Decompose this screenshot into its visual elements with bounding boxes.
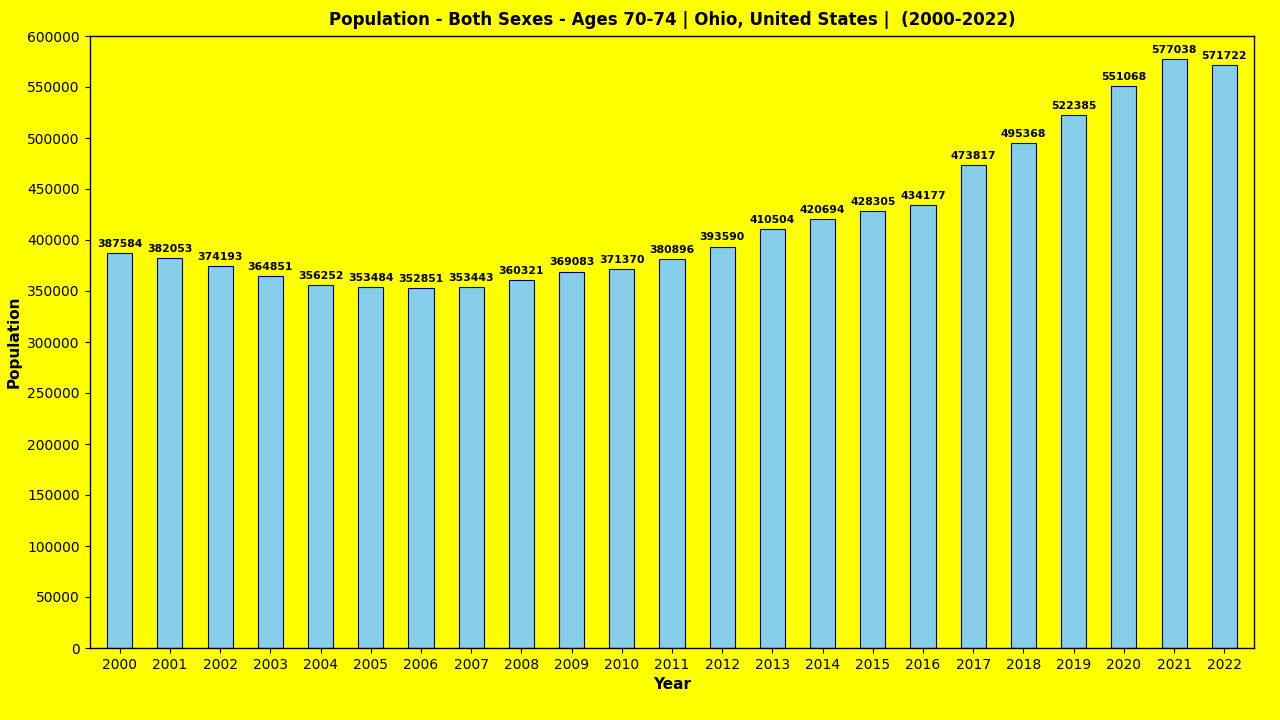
Bar <box>659 259 685 648</box>
Text: 356252: 356252 <box>298 271 343 281</box>
Bar <box>1011 143 1036 648</box>
Bar <box>408 288 434 648</box>
Bar <box>257 276 283 648</box>
Text: 393590: 393590 <box>700 233 745 243</box>
Text: 473817: 473817 <box>951 150 996 161</box>
Text: 382053: 382053 <box>147 244 192 254</box>
Bar <box>860 211 886 648</box>
Bar <box>458 287 484 648</box>
Text: 551068: 551068 <box>1101 72 1147 82</box>
Text: 387584: 387584 <box>97 238 142 248</box>
Text: 352851: 352851 <box>398 274 444 284</box>
Bar <box>961 165 986 648</box>
Bar <box>1111 86 1137 648</box>
Bar <box>559 271 584 648</box>
Bar <box>910 205 936 648</box>
Bar <box>709 246 735 648</box>
Text: 420694: 420694 <box>800 204 845 215</box>
Text: 353443: 353443 <box>448 274 494 284</box>
Title: Population - Both Sexes - Ages 70-74 | Ohio, United States |  (2000-2022): Population - Both Sexes - Ages 70-74 | O… <box>329 11 1015 29</box>
Text: 495368: 495368 <box>1001 129 1046 139</box>
Text: 374193: 374193 <box>197 252 243 262</box>
Text: 577038: 577038 <box>1152 45 1197 55</box>
Bar <box>308 284 333 648</box>
Text: 369083: 369083 <box>549 258 594 267</box>
Text: 434177: 434177 <box>900 191 946 201</box>
Bar <box>207 266 233 648</box>
Bar <box>157 258 183 648</box>
Bar <box>1161 60 1187 648</box>
Bar <box>509 281 534 648</box>
Text: 380896: 380896 <box>649 246 695 256</box>
Bar <box>108 253 132 648</box>
Bar <box>760 229 785 648</box>
Y-axis label: Population: Population <box>6 296 22 388</box>
Text: 410504: 410504 <box>750 215 795 225</box>
Bar <box>358 287 383 648</box>
Text: 571722: 571722 <box>1202 51 1247 60</box>
Text: 371370: 371370 <box>599 255 645 265</box>
Bar <box>1212 65 1236 648</box>
Text: 360321: 360321 <box>499 266 544 276</box>
Text: 353484: 353484 <box>348 274 393 284</box>
Text: 428305: 428305 <box>850 197 896 207</box>
Text: 522385: 522385 <box>1051 101 1097 111</box>
X-axis label: Year: Year <box>653 678 691 692</box>
Bar <box>609 269 635 648</box>
Bar <box>810 219 835 648</box>
Bar <box>1061 115 1087 648</box>
Text: 364851: 364851 <box>247 262 293 271</box>
